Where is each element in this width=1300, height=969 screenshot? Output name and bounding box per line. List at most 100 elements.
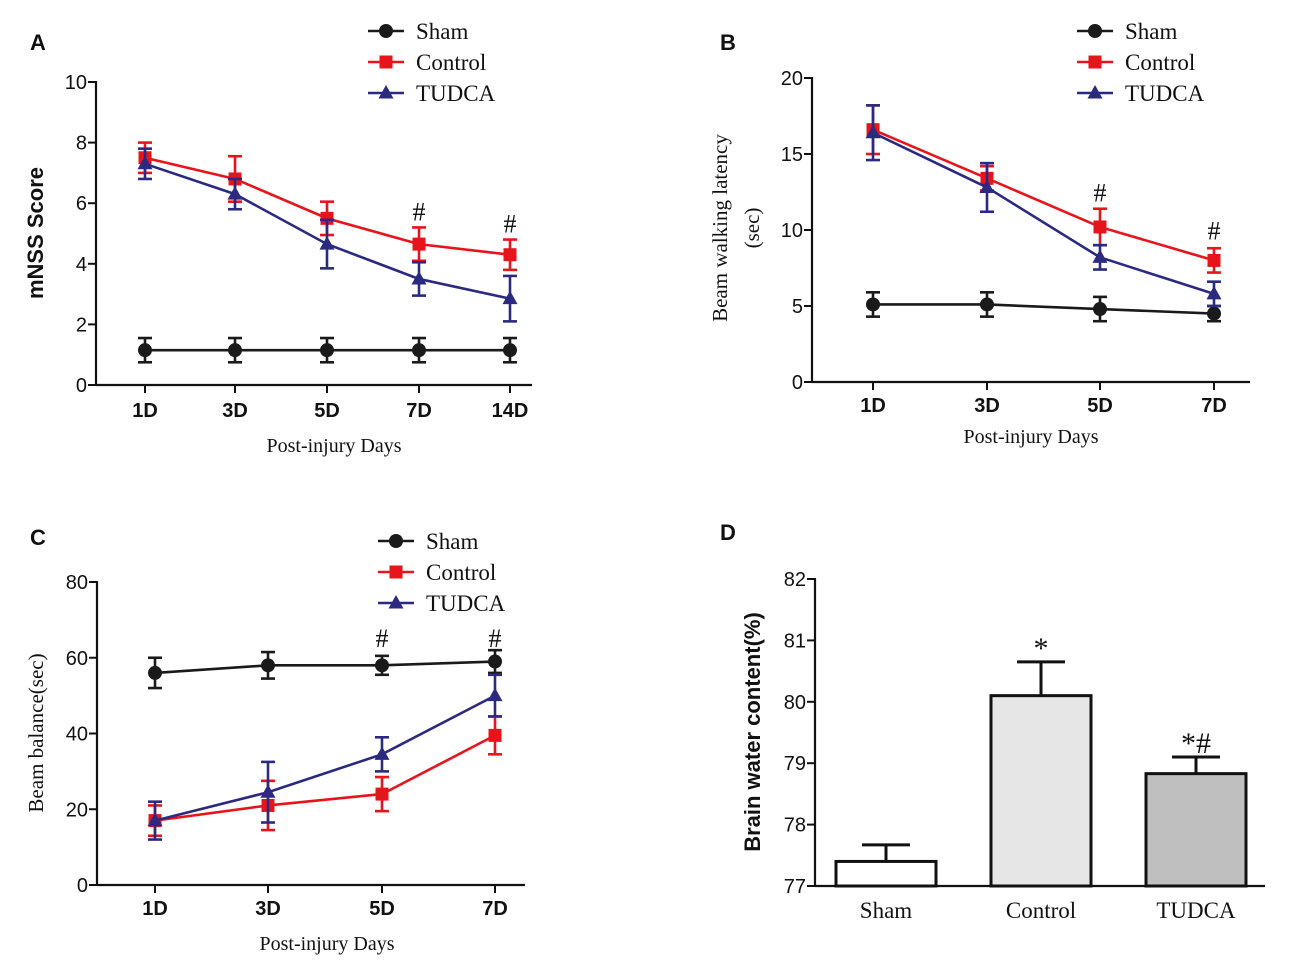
y-tick-label: 0 — [77, 875, 88, 897]
y-tick-label: 60 — [66, 648, 88, 670]
data-point — [488, 654, 502, 669]
significance-mark: # — [489, 624, 502, 653]
x-tick-label: 3D — [222, 400, 248, 422]
legend-marker — [389, 565, 403, 579]
y-tick-label: 80 — [784, 692, 806, 714]
data-point — [138, 343, 152, 358]
y-tick-label: 20 — [66, 799, 88, 821]
legend-label: Control — [416, 50, 486, 75]
series-control — [866, 104, 1221, 274]
legend-label: TUDCA — [426, 591, 506, 616]
data-point — [865, 124, 881, 139]
series-tudca — [137, 147, 518, 323]
data-point — [148, 665, 162, 680]
data-point — [260, 784, 276, 798]
data-point — [412, 237, 426, 251]
panel-a: A 0 2 4 6 8 10 mNSS Score 1D 3D 5D 7D 14D Post-injury… — [23, 19, 532, 457]
data-point — [866, 297, 880, 312]
x-tick-label: 7D — [482, 898, 508, 920]
x-tick-label: 5D — [314, 400, 340, 422]
panel-a-legend: Sham Control TUDCA — [368, 19, 496, 106]
y-tick-label: 6 — [76, 193, 87, 215]
y-tick-label: 80 — [66, 572, 88, 594]
series-sham — [866, 291, 1221, 323]
series-sham — [138, 336, 517, 364]
panel-d-letter: D — [720, 520, 736, 545]
x-tick-label: 5D — [369, 898, 395, 920]
legend-label: Sham — [426, 529, 479, 554]
data-point — [375, 658, 389, 673]
x-tick-label: Sham — [860, 898, 913, 923]
y-tick-label: 40 — [66, 724, 88, 746]
x-tick-label: 14D — [492, 400, 529, 422]
panel-a-y-axis-label: mNSS Score — [23, 167, 48, 299]
y-tick-label: 10 — [781, 220, 803, 242]
data-point — [487, 687, 503, 702]
y-tick-label: 15 — [781, 144, 803, 166]
y-tick-label: 78 — [784, 815, 806, 837]
data-point — [412, 343, 426, 358]
x-tick-label: 7D — [406, 400, 432, 422]
data-point — [261, 658, 275, 673]
significance-mark: # — [1094, 179, 1107, 208]
bar-sham — [834, 843, 938, 888]
y-tick-label: 81 — [784, 630, 806, 652]
panel-d: D 77 78 79 80 81 82 Brain water content(%) Sham C… — [720, 520, 1265, 923]
bar — [1144, 772, 1248, 888]
panel-c: C 0 20 40 60 80 Beam balance(sec) 1D 3D 5D 7D Post-… — [24, 525, 525, 955]
data-point — [980, 297, 994, 312]
panel-a-x-axis-label: Post-injury Days — [267, 435, 402, 457]
panel-b-legend: Sham Control TUDCA — [1077, 19, 1205, 106]
bar-tudca — [1144, 755, 1248, 888]
data-point — [319, 236, 335, 250]
data-point — [320, 211, 334, 225]
panel-c-x-axis-label: Post-injury Days — [260, 933, 395, 955]
panel-c-y-axis-label: Beam balance(sec) — [24, 653, 48, 812]
data-point — [137, 155, 153, 170]
y-tick-label: 0 — [76, 375, 87, 397]
bar-control — [989, 660, 1093, 888]
panel-b: B 0 5 10 15 20 Beam walking latency (sec) 1D 3D 5D… — [708, 19, 1250, 448]
legend-label: Sham — [416, 19, 469, 44]
significance-mark: # — [504, 209, 517, 238]
bar — [834, 859, 938, 888]
data-point — [228, 343, 242, 358]
data-point — [1207, 253, 1221, 267]
y-tick-label: 2 — [76, 314, 87, 336]
data-point — [227, 186, 243, 200]
legend-label: Sham — [1125, 19, 1178, 44]
data-point — [374, 746, 390, 760]
series-tudca-line — [872, 131, 1215, 296]
significance-mark: *# — [1181, 727, 1211, 760]
x-tick-label: 1D — [142, 898, 168, 920]
x-tick-label: 7D — [1201, 395, 1227, 417]
legend-marker — [1087, 85, 1103, 99]
legend-label: TUDCA — [416, 81, 496, 106]
series-sham-line — [154, 660, 496, 675]
legend-marker — [378, 85, 394, 99]
y-tick-label: 8 — [76, 133, 87, 155]
legend-marker — [1088, 55, 1102, 69]
series-tudca — [865, 104, 1222, 308]
legend-marker — [379, 24, 393, 38]
data-point — [503, 248, 517, 262]
bar — [989, 694, 1093, 888]
data-point — [1206, 285, 1222, 300]
series-sham-line — [873, 303, 1215, 315]
panel-c-letter: C — [30, 525, 46, 550]
legend-marker — [1088, 24, 1102, 38]
y-tick-label: 79 — [784, 753, 806, 775]
x-tick-label: 5D — [1087, 395, 1113, 417]
data-point — [411, 270, 427, 285]
data-point — [1093, 302, 1107, 317]
legend-marker — [389, 534, 403, 548]
x-tick-label: 3D — [255, 898, 281, 920]
y-tick-label: 4 — [76, 254, 87, 276]
panel-c-legend: Sham Control TUDCA — [378, 529, 506, 616]
series-control-line — [872, 128, 1215, 262]
data-point — [320, 343, 334, 358]
x-tick-label: 1D — [132, 400, 158, 422]
panel-b-y-axis-label-unit: (sec) — [740, 208, 764, 249]
data-point — [1207, 306, 1221, 321]
